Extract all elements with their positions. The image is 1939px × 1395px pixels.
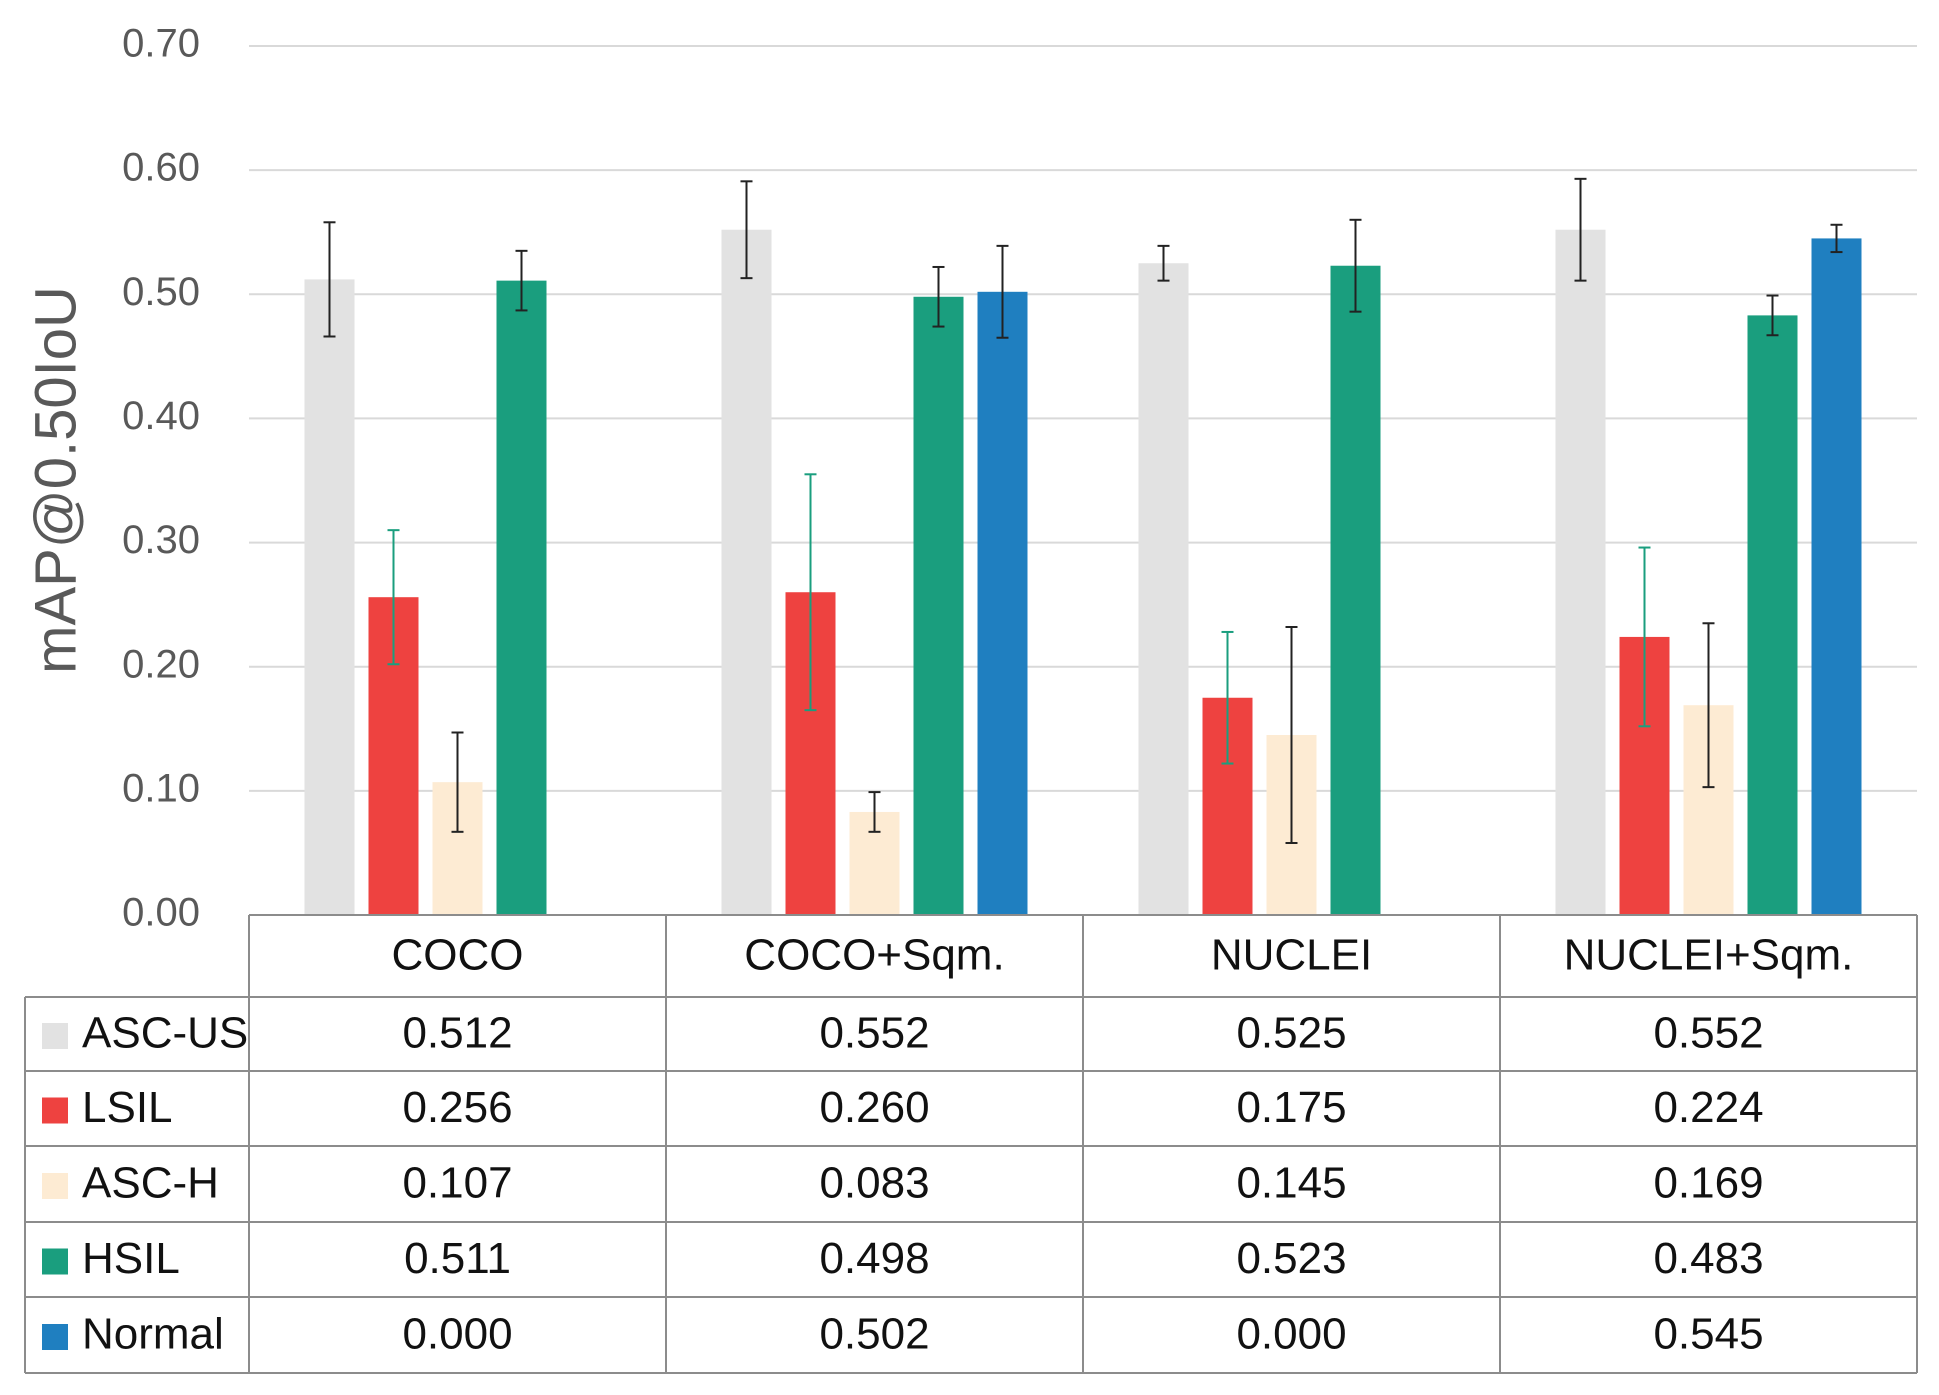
error-bar: [515, 249, 528, 312]
y-tick-label: 0.50: [122, 270, 200, 314]
y-tick-label: 0.60: [122, 146, 200, 190]
legend-label: LSIL: [82, 1083, 173, 1132]
data-label: 0.552: [819, 1009, 929, 1058]
y-axis-label: mAP@0.50IoU: [23, 286, 88, 674]
bar: [1330, 265, 1381, 915]
error-bar: [1702, 622, 1715, 789]
error-bar: [740, 180, 753, 280]
y-tick-label: 0.00: [122, 891, 200, 935]
legend-swatch: [42, 1324, 68, 1350]
bar: [496, 280, 547, 915]
data-label: 0.545: [1653, 1310, 1763, 1359]
data-label: 0.169: [1653, 1159, 1763, 1208]
legend-label: Normal: [82, 1310, 224, 1359]
error-bar: [868, 791, 881, 833]
bar: [1747, 315, 1798, 915]
data-label: 0.523: [1236, 1234, 1346, 1283]
bar: [1138, 263, 1189, 915]
y-tick-label: 0.10: [122, 766, 200, 810]
data-label: 0.145: [1236, 1159, 1346, 1208]
error-bar: [1766, 294, 1779, 337]
data-label: 0.525: [1236, 1009, 1346, 1058]
bar: [1555, 229, 1606, 915]
data-label: 0.000: [1236, 1310, 1346, 1359]
bar: [913, 296, 964, 916]
legend-swatch: [42, 1023, 68, 1049]
error-bar: [1221, 630, 1234, 765]
data-label: 0.000: [402, 1310, 512, 1359]
legend-swatch: [42, 1097, 68, 1124]
bar: [721, 229, 772, 915]
data-label: 0.256: [402, 1083, 512, 1132]
x-tick-label: COCO: [392, 931, 524, 980]
error-bar: [1349, 218, 1362, 313]
error-bar: [1574, 177, 1587, 282]
error-bar: [996, 244, 1009, 339]
data-label: 0.483: [1653, 1234, 1763, 1283]
bar: [1811, 238, 1862, 915]
error-bar: [451, 731, 464, 833]
error-bar: [387, 529, 400, 666]
legend-swatch: [42, 1173, 68, 1199]
error-bar: [323, 221, 336, 338]
bar: [977, 291, 1028, 915]
x-tick-label: NUCLEI: [1211, 931, 1372, 980]
data-label: 0.224: [1653, 1083, 1763, 1132]
error-bar: [1830, 223, 1843, 254]
error-bar: [1157, 244, 1170, 282]
data-label: 0.107: [402, 1159, 512, 1208]
x-tick-label: NUCLEI+Sqm.: [1564, 931, 1854, 980]
error-bar: [932, 265, 945, 328]
bar: [304, 279, 355, 916]
y-tick-label: 0.30: [122, 518, 200, 562]
legend-label: HSIL: [82, 1234, 180, 1283]
data-label: 0.502: [819, 1310, 929, 1359]
data-label: 0.511: [404, 1234, 511, 1283]
data-label: 0.512: [402, 1009, 512, 1058]
legend-label: ASC-H: [82, 1159, 219, 1208]
data-label: 0.552: [1653, 1009, 1763, 1058]
error-bar: [1285, 625, 1298, 844]
data-label: 0.498: [819, 1234, 929, 1283]
x-tick-label: COCO+Sqm.: [744, 931, 1004, 980]
error-bar: [804, 473, 817, 712]
data-label: 0.083: [819, 1159, 929, 1208]
data-label: 0.175: [1236, 1083, 1346, 1132]
data-label: 0.260: [819, 1083, 929, 1132]
error-bar: [1638, 546, 1651, 728]
legend-label: ASC-US: [82, 1009, 248, 1058]
y-tick-label: 0.70: [122, 22, 200, 66]
legend-swatch: [42, 1248, 68, 1275]
y-tick-label: 0.40: [122, 394, 200, 438]
y-tick-label: 0.20: [122, 642, 200, 686]
